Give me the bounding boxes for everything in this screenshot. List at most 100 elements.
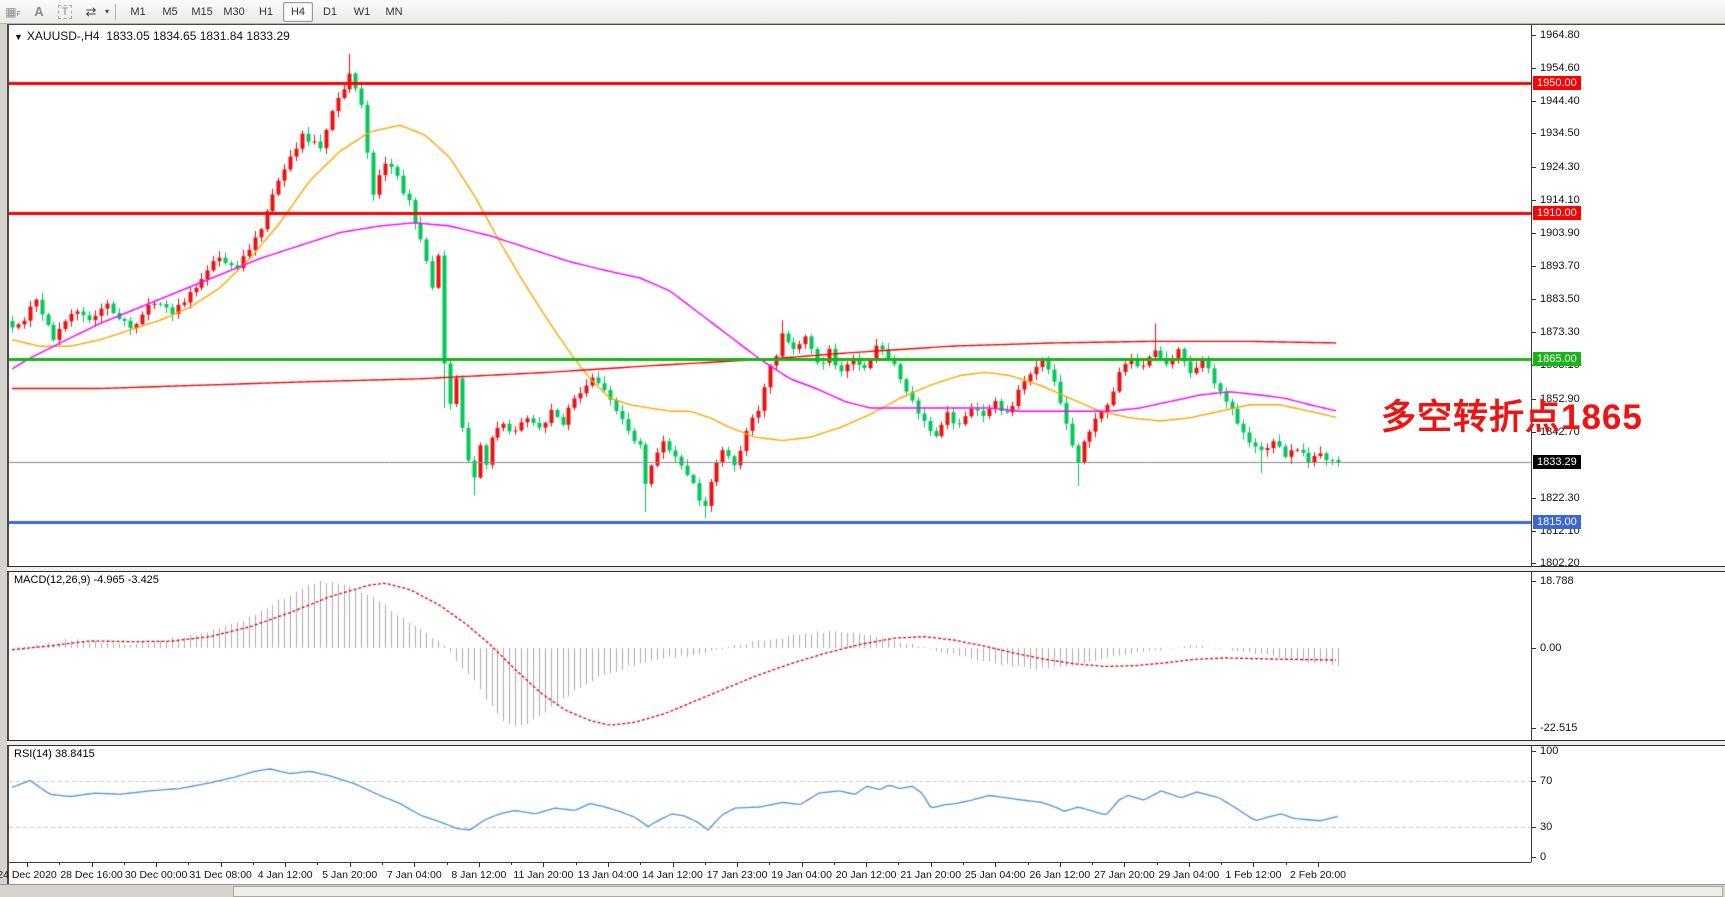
timeframe-button-h1[interactable]: H1 [258,5,274,18]
price-axis-label: 1883.50 [1540,293,1580,306]
date-axis-label: 28 Dec 16:00 [60,869,123,881]
price-axis-tick [1532,780,1536,782]
price-axis-tick [1532,68,1536,70]
date-axis-tick [1318,863,1319,867]
price-axis-label: 1852.90 [1540,392,1580,405]
price-axis-tick [1532,648,1536,649]
timeframe-button-m30[interactable]: M30 [223,5,245,18]
price-axis-label: 1924.30 [1540,160,1580,173]
main-chart-canvas[interactable] [9,25,1531,566]
chart-title: ▼ XAUUSD-,H4 1833.05 1834.65 1831.84 1833… [14,29,290,43]
price-axis-label: 1964.80 [1540,28,1580,41]
grid-f-icon[interactable]: ▦ F [5,4,21,19]
date-axis-label: 20 Jan 12:00 [835,869,897,881]
date-axis-tick [414,863,416,867]
date-axis-tick [995,863,997,867]
price-axis-label: 1944.40 [1540,95,1580,108]
macd-indicator-label: MACD(12,26,9) -4.965 -3.425 [14,574,159,586]
timeframe-button-m15[interactable]: M15 [191,5,213,18]
text-box-icon[interactable]: T [54,3,76,21]
date-axis-tick [349,863,351,867]
price-axis-tick [1532,398,1536,400]
scrollbar-thumb[interactable] [233,886,1723,897]
annotation-text: 多空转折点1865 [1381,398,1643,437]
date-axis-tick [1188,863,1190,867]
price-axis-tick [1532,498,1536,500]
macd-values: -4.965 -3.425 [93,574,159,586]
date-axis-label: 13 Jan 04:00 [577,869,639,881]
date-axis-tick [1253,863,1255,867]
dropdown-caret-icon[interactable]: ▾ [105,7,110,16]
price-level-badge: 1950.00 [1533,76,1581,90]
price-axis-tick [1532,199,1536,201]
price-axis-label: 1842.70 [1540,425,1580,438]
date-axis-minor-tick [1221,863,1223,865]
price-axis-tick [1532,563,1536,565]
date-axis-tick [91,863,93,867]
timeframe-button-d1[interactable]: D1 [322,5,338,18]
date-axis-label: 14 Jan 12:00 [642,869,703,881]
date-axis-tick [1124,863,1126,867]
timeframe-button-mn[interactable]: MN [385,5,403,18]
macd-panel-canvas[interactable] [9,571,1531,741]
date-axis-tick [801,863,803,867]
timeframe-button-w1[interactable]: W1 [353,5,371,18]
rsi-panel-separator[interactable] [7,740,1725,746]
date-axis-label: 17 Jan 23:00 [706,869,768,881]
rsi-axis-label: 30 [1540,820,1553,833]
date-axis-tick [930,863,932,867]
text-a-icon[interactable]: A [34,4,44,19]
price-axis-tick [1532,857,1536,858]
date-axis-minor-tick [704,863,706,865]
date-axis-tick [543,863,545,867]
toolbar-separator [115,3,117,20]
timeframe-button-m5[interactable]: M5 [162,5,178,18]
current-price-badge: 1833.29 [1533,455,1581,470]
date-axis-minor-tick [640,863,642,865]
date-axis-label: 26 Jan 12:00 [1029,869,1091,881]
price-axis-tick [1532,133,1536,135]
price-axis-tick [1532,826,1536,828]
price-level-badge: 1815.00 [1533,514,1581,529]
timeframe-button-m1[interactable]: M1 [130,5,146,18]
price-axis-label: 1934.50 [1540,127,1580,140]
rsi-axis-label: 0 [1540,851,1547,863]
date-axis-minor-tick [769,863,771,865]
arrows-tool-icon[interactable]: ⇄ [85,3,97,19]
date-axis-tick [27,863,28,867]
symbol-dropdown-icon[interactable]: ▼ [14,32,23,42]
date-axis-label: 5 Jan 20:00 [322,869,378,881]
price-axis-tick [1532,299,1536,301]
timeframe-button-h4[interactable]: H4 [283,1,314,22]
date-axis-label: 30 Dec 00:00 [124,869,188,881]
date-axis-minor-tick [898,863,900,865]
rsi-axis-label: 70 [1540,774,1553,787]
date-axis-label: 24 Dec 2020 [0,869,57,881]
price-axis[interactable]: 1964.80 1954.60 1944.40 1934.50 1924.30 1914.… [1531,25,1725,863]
horizontal-scrollbar[interactable] [0,884,1725,897]
macd-panel-separator[interactable] [7,566,1725,572]
price-axis-tick [1532,581,1536,583]
date-axis-minor-tick [123,863,125,865]
price-axis-tick [1532,101,1536,103]
date-axis-minor-tick [511,863,513,865]
rsi-indicator-label: RSI(14) 38.8415 [14,748,95,760]
date-axis[interactable]: 24 Dec 2020 28 Dec 16:00 30 Dec 00:00 31 De… [0,862,1531,885]
date-axis-minor-tick [1092,863,1094,865]
ohlc-values: 1833.05 1834.65 1831.84 1833.29 [106,29,290,43]
date-axis-minor-tick [188,863,190,865]
date-axis-minor-tick [575,863,577,865]
date-axis-tick [156,863,158,867]
price-axis-label: 1914.10 [1540,193,1580,206]
date-axis-minor-tick [252,863,254,865]
date-axis-minor-tick [833,863,835,865]
date-axis-label: 25 Jan 04:00 [964,869,1026,881]
price-level-badge: 1910.00 [1533,206,1581,220]
rsi-panel-canvas[interactable] [9,745,1531,861]
macd-axis-label: 18.788 [1540,575,1574,588]
timeframe-bar: M1 M5 M15 M30 H1 H4 D1 W1 MN [122,1,410,22]
date-axis-label: 31 Dec 08:00 [189,869,252,881]
date-axis-label: 1 Feb 12:00 [1225,869,1282,881]
price-axis-label: 1822.30 [1540,492,1580,505]
date-axis-tick [672,863,674,867]
